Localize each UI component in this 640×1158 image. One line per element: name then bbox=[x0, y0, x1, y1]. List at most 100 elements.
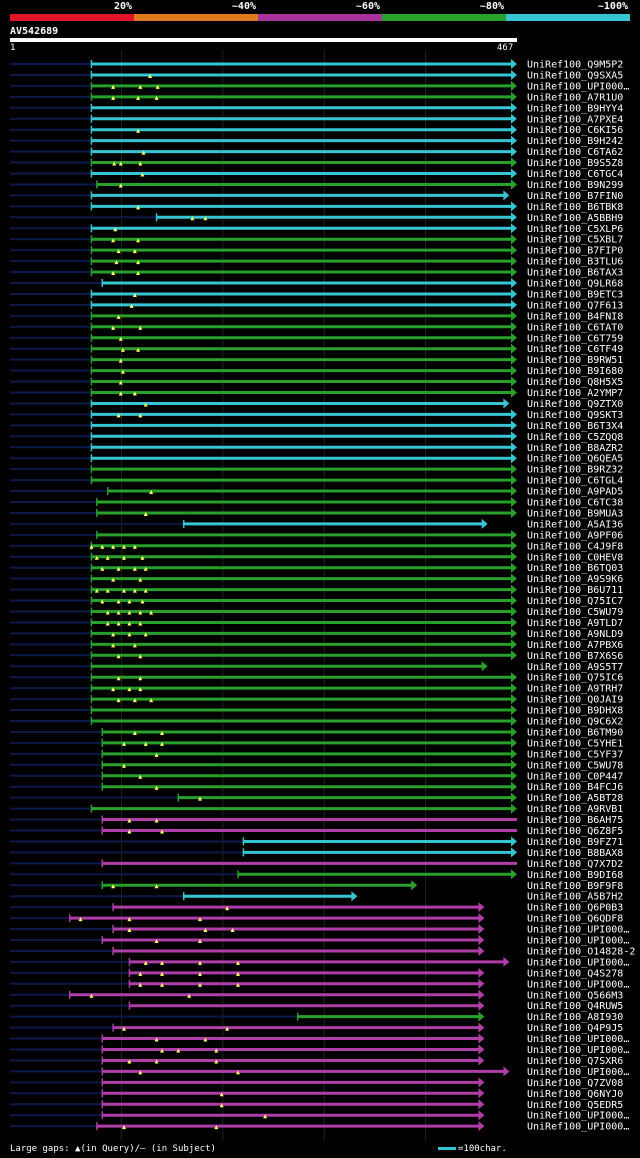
hit-row[interactable]: UniRef100_UPI000… bbox=[10, 1121, 629, 1133]
hit-row[interactable]: UniRef100_Q6QEA5 bbox=[10, 453, 623, 465]
hit-row[interactable]: UniRef100_C6TC38 bbox=[10, 497, 623, 509]
hit-row[interactable]: UniRef100_C5XLP6 bbox=[10, 223, 623, 235]
hit-row[interactable]: UniRef100_A9TLD7 bbox=[10, 617, 623, 629]
hit-row[interactable]: UniRef100_B4FCJ6 bbox=[10, 781, 623, 794]
hit-row[interactable]: UniRef100_C6TGC4 bbox=[10, 168, 623, 181]
hit-row[interactable]: UniRef100_Q9M5P2 bbox=[10, 59, 623, 71]
hit-row[interactable]: UniRef100_B9RZ32 bbox=[10, 464, 623, 476]
hit-row[interactable]: UniRef100_B9I680 bbox=[10, 365, 623, 378]
hit-row[interactable]: UniRef100_Q7SXR6 bbox=[10, 1055, 623, 1067]
hit-row[interactable]: UniRef100_B3TLU6 bbox=[10, 256, 623, 268]
hit-label: UniRef100_B9S5Z8 bbox=[527, 158, 623, 169]
hit-row[interactable]: UniRef100_UPI000… bbox=[10, 935, 629, 947]
hit-row[interactable]: UniRef100_C6KI56 bbox=[10, 124, 623, 137]
hit-row[interactable]: UniRef100_Q7ZV08 bbox=[10, 1077, 623, 1089]
hit-row[interactable]: UniRef100_B8AZR2 bbox=[10, 442, 623, 454]
hit-row[interactable]: UniRef100_A2YMP7 bbox=[10, 387, 623, 400]
hit-row[interactable]: UniRef100_UPI000… bbox=[10, 1044, 629, 1057]
hit-row[interactable]: UniRef100_B9DI68 bbox=[10, 869, 623, 881]
hit-row[interactable]: UniRef100_C6TAT0 bbox=[10, 321, 623, 334]
hit-row[interactable]: UniRef100_Q9SKT3 bbox=[10, 409, 623, 421]
hit-row[interactable]: UniRef100_C0HEV8 bbox=[10, 551, 623, 564]
hit-row[interactable]: UniRef100_A5B7H2 bbox=[10, 891, 623, 903]
hit-row[interactable]: UniRef100_UPI000… bbox=[10, 978, 629, 991]
hit-row[interactable]: UniRef100_A9RVB1 bbox=[10, 803, 623, 816]
hit-row[interactable]: UniRef100_C5WU79 bbox=[10, 606, 623, 619]
hit-row[interactable]: UniRef100_UPI000… bbox=[10, 956, 629, 969]
hit-row[interactable]: UniRef100_B9N299 bbox=[10, 179, 623, 191]
hit-row[interactable]: UniRef100_B9H242 bbox=[10, 135, 623, 148]
hit-row[interactable]: UniRef100_Q4P9J5 bbox=[10, 1022, 623, 1035]
hit-row[interactable]: UniRef100_C6T759 bbox=[10, 332, 623, 345]
hit-row[interactable]: UniRef100_A9S9K6 bbox=[10, 573, 623, 586]
hit-row[interactable]: UniRef100_B6TQ03 bbox=[10, 562, 623, 575]
hit-row[interactable]: UniRef100_B7FIP0 bbox=[10, 245, 623, 257]
hit-row[interactable]: UniRef100_A8I930 bbox=[10, 1011, 623, 1024]
hit-label: UniRef100_O14828-2 bbox=[527, 946, 635, 957]
hit-row[interactable]: UniRef100_B6TAX3 bbox=[10, 267, 623, 279]
hit-row[interactable]: UniRef100_A9NLD9 bbox=[10, 628, 623, 640]
hit-row[interactable]: UniRef100_Q4RUW5 bbox=[10, 1000, 623, 1013]
hit-row[interactable]: UniRef100_Q75IC7 bbox=[10, 595, 623, 608]
hit-row[interactable]: UniRef100_Q6Z8F5 bbox=[10, 826, 623, 837]
hit-row[interactable]: UniRef100_C5XBL7 bbox=[10, 234, 623, 246]
hit-row[interactable]: UniRef100_C6TGL4 bbox=[10, 475, 623, 487]
hit-row[interactable]: UniRef100_Q6QDF8 bbox=[10, 913, 623, 925]
hit-row[interactable]: UniRef100_B9F9F8 bbox=[10, 880, 623, 892]
hit-row[interactable]: UniRef100_A7PBX6 bbox=[10, 639, 623, 651]
hit-row[interactable]: UniRef100_B9DHX8 bbox=[10, 705, 623, 717]
hit-row[interactable]: UniRef100_B9MUA3 bbox=[10, 507, 623, 520]
hit-row[interactable]: UniRef100_Q566M3 bbox=[10, 989, 623, 1002]
hit-row[interactable]: UniRef100_B9RW51 bbox=[10, 354, 623, 367]
hit-row[interactable]: UniRef100_B6U711 bbox=[10, 584, 623, 597]
hit-row[interactable]: UniRef100_A5AI36 bbox=[10, 518, 623, 531]
hit-row[interactable]: UniRef100_Q8H5X5 bbox=[10, 376, 623, 389]
hit-row[interactable]: UniRef100_O14828-2 bbox=[10, 945, 635, 958]
hit-row[interactable]: UniRef100_UPI000… bbox=[10, 1033, 629, 1046]
hit-row[interactable]: UniRef100_Q9LR68 bbox=[10, 278, 623, 290]
hit-row[interactable]: UniRef100_UPI000… bbox=[10, 80, 629, 93]
hit-row[interactable]: UniRef100_Q9C6X2 bbox=[10, 716, 623, 728]
hit-row[interactable]: UniRef100_Q0JAI9 bbox=[10, 694, 623, 706]
hit-row[interactable]: UniRef100_B8BAX8 bbox=[10, 847, 623, 859]
hit-row[interactable]: UniRef100_B7X6S6 bbox=[10, 650, 623, 662]
hit-row[interactable]: UniRef100_C6TF49 bbox=[10, 343, 623, 356]
hit-row[interactable]: UniRef100_Q75IC6 bbox=[10, 672, 623, 684]
hit-row[interactable]: UniRef100_B6TM90 bbox=[10, 726, 623, 739]
hit-row[interactable]: UniRef100_Q6P0B3 bbox=[10, 902, 623, 914]
hit-row[interactable]: UniRef100_Q6NYJ0 bbox=[10, 1088, 623, 1100]
hit-row[interactable]: UniRef100_Q7X7D2 bbox=[10, 859, 623, 870]
hit-row[interactable]: UniRef100_Q4S278 bbox=[10, 967, 623, 980]
hit-row[interactable]: UniRef100_B6AH75 bbox=[10, 815, 623, 826]
hit-row[interactable]: UniRef100_C6TA62 bbox=[10, 146, 623, 159]
hit-row[interactable]: UniRef100_UPI000… bbox=[10, 1066, 629, 1078]
hit-row[interactable]: UniRef100_UPI000… bbox=[10, 1110, 629, 1122]
hit-row[interactable]: UniRef100_C4J9F8 bbox=[10, 540, 623, 553]
hit-row[interactable]: UniRef100_B7FIN0 bbox=[10, 190, 623, 202]
hit-row[interactable]: UniRef100_C5ZQQ8 bbox=[10, 431, 623, 443]
hit-row[interactable]: UniRef100_B6T3X4 bbox=[10, 420, 623, 432]
hit-row[interactable]: UniRef100_A9S5T7 bbox=[10, 661, 623, 673]
hit-row[interactable]: UniRef100_B6TBK8 bbox=[10, 201, 623, 213]
hit-row[interactable]: UniRef100_Q5EDR5 bbox=[10, 1099, 623, 1111]
hit-row[interactable]: UniRef100_Q9ZTX0 bbox=[10, 398, 623, 410]
hit-row[interactable]: UniRef100_UPI000… bbox=[10, 924, 629, 936]
hit-row[interactable]: UniRef100_A9PAD5 bbox=[10, 486, 623, 498]
hit-row[interactable]: UniRef100_C5YHE1 bbox=[10, 737, 623, 750]
hit-row[interactable]: UniRef100_Q7F613 bbox=[10, 299, 623, 312]
hit-row[interactable]: UniRef100_A7R1U0 bbox=[10, 91, 623, 104]
hit-row[interactable]: UniRef100_A9TRH7 bbox=[10, 683, 623, 695]
hit-row[interactable]: UniRef100_B9FZ71 bbox=[10, 836, 623, 848]
hit-row[interactable]: UniRef100_C5YF37 bbox=[10, 748, 623, 761]
hit-row[interactable]: UniRef100_C5WU78 bbox=[10, 759, 623, 772]
hit-row[interactable]: UniRef100_B9S5Z8 bbox=[10, 157, 623, 170]
hit-row[interactable]: UniRef100_A9PF06 bbox=[10, 529, 623, 542]
hit-row[interactable]: UniRef100_B4FNI8 bbox=[10, 310, 623, 323]
hit-row[interactable]: UniRef100_A5BT28 bbox=[10, 792, 623, 805]
hit-row[interactable]: UniRef100_A7PXE4 bbox=[10, 113, 623, 126]
hit-row[interactable]: UniRef100_A5BBH9 bbox=[10, 212, 623, 224]
hit-row[interactable]: UniRef100_B9ETC3 bbox=[10, 288, 623, 301]
hit-row[interactable]: UniRef100_Q9SXA5 bbox=[10, 69, 623, 82]
hit-row[interactable]: UniRef100_C0P447 bbox=[10, 770, 623, 783]
hit-row[interactable]: UniRef100_B9HYY4 bbox=[10, 102, 623, 115]
